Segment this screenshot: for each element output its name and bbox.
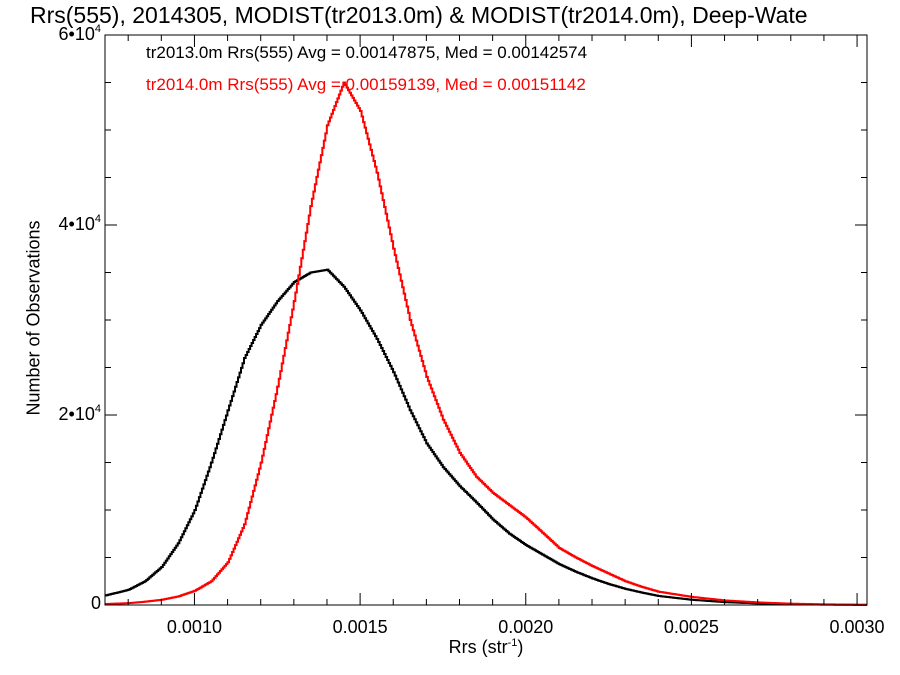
y-tick-mantissa: 6•10 — [58, 24, 95, 44]
legend-entry-black: tr2013.0m Rrs(555) Avg = 0.00147875, Med… — [146, 43, 588, 62]
tick-marks — [105, 34, 867, 606]
y-tick-exponent: 4 — [94, 403, 101, 415]
x-tick-label: 0.0015 — [332, 617, 388, 637]
x-axis-label-exponent: -1 — [507, 637, 518, 649]
series-line-1 — [105, 81, 867, 606]
series-line-0 — [105, 268, 867, 606]
y-tick-exponent: 4 — [94, 23, 101, 35]
x-axis-label: Rrs (str-1) — [449, 637, 524, 658]
y-tick-label: 0 — [91, 593, 101, 614]
x-tick-label: 0.0010 — [166, 617, 222, 637]
chart-title: Rrs(555), 2014305, MODIST(tr2013.0m) & M… — [30, 2, 808, 28]
plot-frame — [104, 34, 868, 606]
series-layer — [105, 81, 867, 606]
y-tick-mantissa: 2•10 — [58, 404, 95, 424]
y-tick-mantissa: 0 — [90, 593, 101, 613]
y-tick-exponent: 4 — [94, 213, 101, 225]
x-tick-label: 0.0025 — [663, 617, 719, 637]
y-tick-label: 2•104 — [59, 403, 101, 425]
x-tick-label: 0.0020 — [498, 617, 554, 637]
y-axis-label: Number of Observations — [23, 220, 44, 416]
x-tick-label: 0.0030 — [829, 617, 885, 637]
y-tick-mantissa: 4•10 — [58, 214, 95, 234]
legend-entry-red: tr2014.0m Rrs(555) Avg = 0.00159139, Med… — [146, 75, 586, 94]
x-axis-label-text: Rrs (str — [448, 637, 508, 657]
y-tick-label: 4•104 — [59, 213, 101, 235]
x-axis-label-close: ) — [517, 637, 524, 657]
y-tick-label: 6•104 — [59, 23, 101, 45]
